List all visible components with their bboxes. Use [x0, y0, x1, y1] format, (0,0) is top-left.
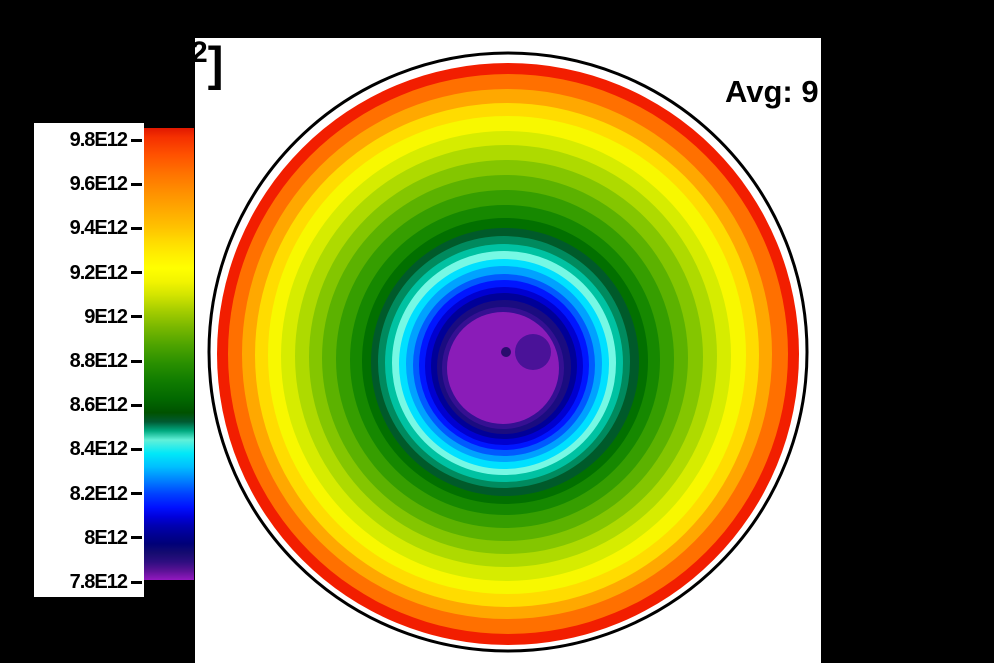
colorbar-tick-mark [131, 536, 142, 540]
colorbar-tick-mark [131, 315, 142, 319]
colorbar-tick: 9.8E12 [70, 129, 142, 151]
colorbar-tick-label: 8.8E12 [69, 350, 128, 372]
colorbar-label-panel: 9.8E12 9.6E12 9.4E12 9.2E12 9E12 8.8E12 8.6E12… [34, 123, 144, 597]
colorbar-tick-mark [131, 226, 142, 230]
colorbar-tick: 9.4E12 [70, 217, 142, 239]
colorbar-tick-mark [131, 492, 142, 496]
colorbar-tick-mark [131, 447, 142, 451]
colorbar-tick-mark [131, 359, 142, 363]
colorbar-tick-mark [131, 182, 142, 186]
contour-core-notch [515, 334, 551, 370]
colorbar-tick-label: 9.6E12 [69, 173, 128, 196]
contour-center-dot [501, 347, 511, 357]
colorbar-tick-mark [131, 271, 142, 275]
colorbar-tick: 9.2E12 [70, 262, 142, 284]
contour-band [447, 312, 559, 424]
colorbar-tick-label: 9.8E12 [69, 129, 128, 151]
colorbar-tick: 9.6E12 [70, 173, 142, 195]
colorbar-tick-label: 9.4E12 [69, 217, 128, 240]
colorbar-tick-label: 8.4E12 [69, 438, 128, 461]
colorbar-tick-label: 8.6E12 [69, 394, 128, 417]
colorbar-tick: 9E12 [84, 306, 142, 328]
colorbar-tick: 8E12 [84, 527, 142, 549]
colorbar-tick-label: 9E12 [84, 305, 128, 328]
colorbar-tick: 7.8E12 [70, 571, 142, 593]
plot-title-fragment: 2] [195, 38, 223, 90]
title-bracket: ] [207, 38, 224, 90]
avg-value-label: Avg: 9 [725, 74, 819, 109]
colorbar-tick: 8.6E12 [70, 394, 142, 416]
colorbar-tick-mark [131, 580, 142, 584]
colorbar-tick-label: 8.2E12 [69, 482, 128, 505]
colorbar-tick-mark [131, 403, 142, 407]
wafer-map [207, 51, 809, 653]
colorbar-tick: 8.8E12 [70, 350, 142, 372]
colorbar-tick: 8.2E12 [70, 483, 142, 505]
colorbar-tick-label: 7.8E12 [69, 571, 128, 593]
wafer-plot-panel: 2] Avg: 9 [195, 38, 821, 663]
colorbar-tick: 8.4E12 [70, 438, 142, 460]
colorbar-tick-label: 9.2E12 [69, 261, 128, 284]
colorbar-gradient [144, 128, 194, 580]
colorbar-tick-mark [131, 138, 142, 142]
title-superscript: 2 [195, 38, 208, 69]
colorbar-tick-label: 8E12 [84, 526, 128, 549]
